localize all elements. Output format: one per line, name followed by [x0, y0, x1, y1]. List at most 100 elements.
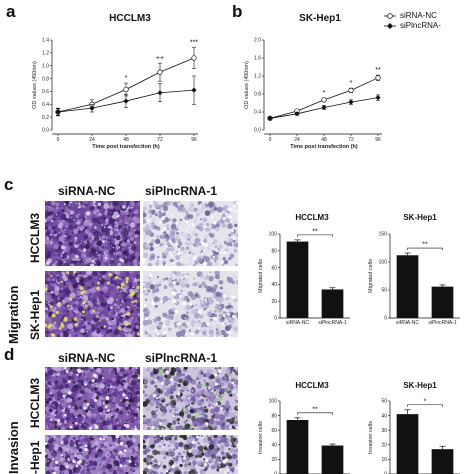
stained-cell: [161, 440, 165, 444]
micrograph-migration-skhep1-sirna-nc: [45, 271, 140, 337]
stained-cell: [105, 317, 109, 321]
pore-spot: [123, 449, 127, 453]
pore-spot: [74, 384, 78, 388]
stained-cell: [225, 408, 229, 412]
stained-cell: [91, 448, 96, 454]
stained-cell: [133, 446, 136, 449]
stained-cell: [183, 388, 187, 392]
pore-spot: [72, 459, 76, 463]
stained-cell: [145, 456, 151, 462]
stained-cell: [223, 205, 229, 210]
stained-cell: [143, 435, 149, 440]
stained-cell: [192, 367, 198, 371]
pore-spot: [84, 255, 87, 257]
stained-cell: [124, 386, 127, 389]
stained-cell: [53, 218, 56, 221]
stained-cell: [61, 213, 67, 219]
stained-cell: [96, 261, 102, 266]
stained-cell: [174, 278, 177, 282]
pore-spot: [62, 394, 66, 398]
y-tick-label: 10: [381, 457, 387, 463]
stained-cell: [184, 214, 187, 217]
stained-cell: [162, 278, 166, 281]
stained-cell: [163, 231, 167, 235]
stained-cell: [79, 423, 82, 426]
stained-cell: [175, 446, 179, 450]
stained-cell: [169, 315, 174, 321]
significance-bracket: [407, 247, 443, 251]
x-tick-label: 72: [157, 137, 163, 143]
stained-cell: [143, 401, 148, 407]
stained-cell: [230, 435, 234, 439]
stained-cell: [229, 448, 235, 453]
pore-spot: [57, 419, 61, 422]
pore-spot: [115, 275, 119, 280]
pore-spot: [175, 310, 179, 314]
pore-spot: [159, 369, 163, 374]
stained-cell: [58, 253, 61, 257]
pore-spot: [219, 306, 221, 308]
stained-cell: [80, 402, 83, 404]
pore-spot: [143, 257, 146, 262]
stained-cell: [217, 372, 220, 375]
stained-cell: [134, 223, 137, 226]
stained-cell: [200, 250, 203, 253]
pore-spot: [161, 427, 165, 430]
y-tick-label: 0: [384, 472, 387, 474]
pore-spot: [58, 327, 62, 331]
stained-cell: [125, 211, 129, 215]
stained-cell: [118, 221, 123, 226]
stained-cell: [45, 204, 48, 208]
stained-cell: [188, 379, 191, 383]
stained-cell: [135, 271, 139, 273]
stained-cell: [222, 456, 226, 460]
stained-cell: [46, 232, 50, 236]
stained-cell: [234, 399, 237, 402]
row-label-hep1-d: -Hep1: [28, 440, 42, 474]
stained-cell: [84, 201, 89, 205]
pore-spot: [223, 251, 227, 255]
stained-cell: [188, 214, 194, 219]
stained-cell: [88, 464, 92, 468]
stained-cell: [228, 367, 232, 371]
stained-cell: [127, 295, 130, 298]
stained-cell: [96, 422, 99, 425]
pore-spot: [218, 397, 222, 402]
pore-spot: [53, 321, 56, 324]
y-tick-label: 0: [274, 472, 277, 474]
stained-cell: [137, 312, 140, 316]
stained-cell: [144, 377, 149, 381]
stained-cell: [58, 447, 63, 452]
stained-cell: [122, 237, 126, 241]
stained-cell: [214, 406, 220, 413]
stained-cell: [176, 371, 183, 378]
pore-spot: [96, 315, 99, 318]
pore-spot: [101, 224, 104, 227]
pore-spot: [74, 322, 79, 327]
stained-cell: [120, 201, 123, 204]
stained-cell: [125, 205, 129, 208]
stained-cell: [112, 271, 116, 274]
stained-cell: [193, 251, 197, 254]
stained-cell: [62, 226, 66, 230]
stained-cell: [127, 281, 133, 288]
stained-cell: [70, 307, 74, 311]
pore-spot: [211, 320, 215, 324]
stained-cell: [59, 379, 63, 383]
stained-cell: [128, 389, 132, 393]
pore-spot: [161, 230, 164, 233]
stained-cell: [86, 244, 90, 248]
stained-cell: [186, 387, 189, 389]
pore-spot: [79, 314, 81, 316]
stained-cell: [61, 409, 65, 413]
stained-cell: [208, 242, 213, 247]
stained-cell: [63, 469, 70, 474]
stained-cell: [191, 322, 197, 327]
stained-cell: [51, 423, 55, 427]
stained-cell: [193, 263, 196, 266]
stained-cell: [48, 408, 53, 413]
pore-spot: [219, 468, 223, 471]
stained-cell: [79, 389, 84, 395]
pore-spot: [83, 406, 87, 410]
pore-spot: [148, 273, 153, 277]
